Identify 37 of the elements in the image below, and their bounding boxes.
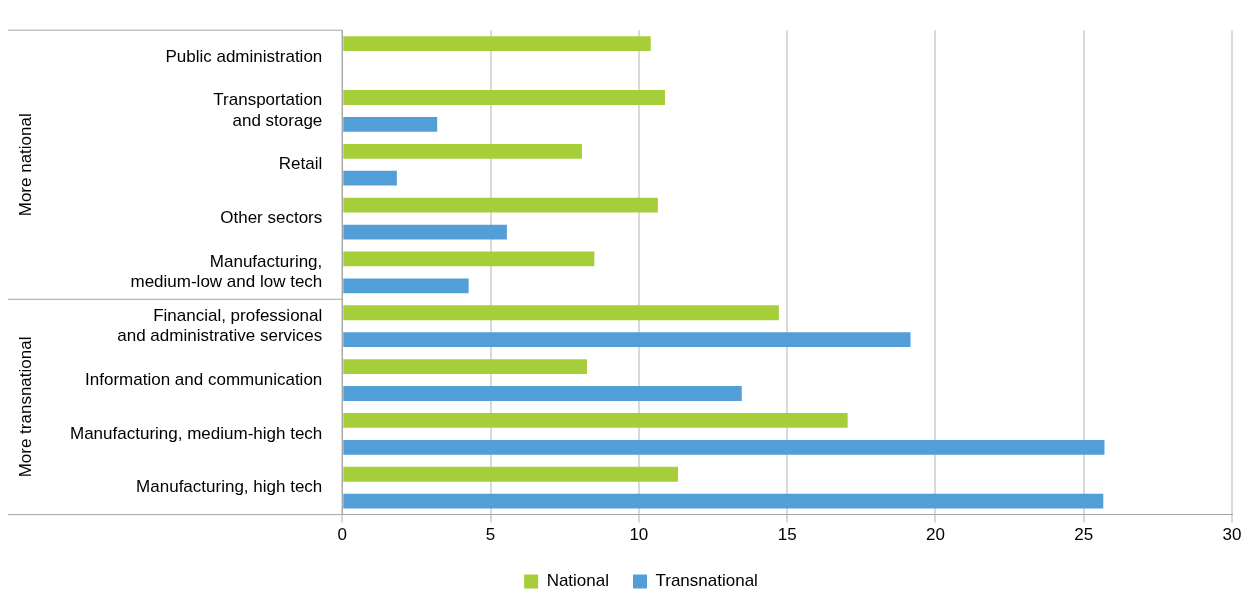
bar [343,386,742,401]
x-tick-label: 5 [485,525,496,545]
x-tick-label: 0 [337,525,348,545]
text: More national [15,113,35,217]
bar [343,224,507,240]
legend-label: Transnational [655,571,758,591]
bar [343,36,651,52]
x-tick-label: 15 [777,525,797,545]
bar [343,251,595,267]
y-tick-label: Public administration [165,46,323,66]
y-tick-label: Manufacturing, medium-high tech [70,423,323,443]
bar [343,305,779,321]
y-tick-label: Information and communication [85,369,323,389]
y-tick-label: Retail [278,154,323,174]
x-tick-label: 30 [1222,525,1242,545]
y-tick-label: Manufacturing, medium-low and low tech [130,251,323,292]
bar [343,359,587,374]
bar [343,116,438,132]
x-tick-label: 25 [1074,525,1094,545]
y-tick-label: Other sectors [220,208,323,228]
y-tick-label: Transportation and storage [213,90,323,130]
bar [343,493,1104,509]
bar [343,197,658,213]
bar [343,170,397,186]
bar [343,332,911,348]
bar [343,90,665,105]
bar [343,143,582,159]
y-tick-label: Financial, professional and administrative services [117,305,323,346]
y-tick-label: Manufacturing, high tech [136,477,323,497]
text: More transnational [15,336,35,478]
bar [343,466,679,482]
x-tick-label: 20 [925,525,945,545]
bar [343,278,469,294]
legend-label: National [546,571,609,591]
x-tick-label: 10 [629,525,649,545]
bar [343,439,1105,455]
bar [343,413,848,428]
